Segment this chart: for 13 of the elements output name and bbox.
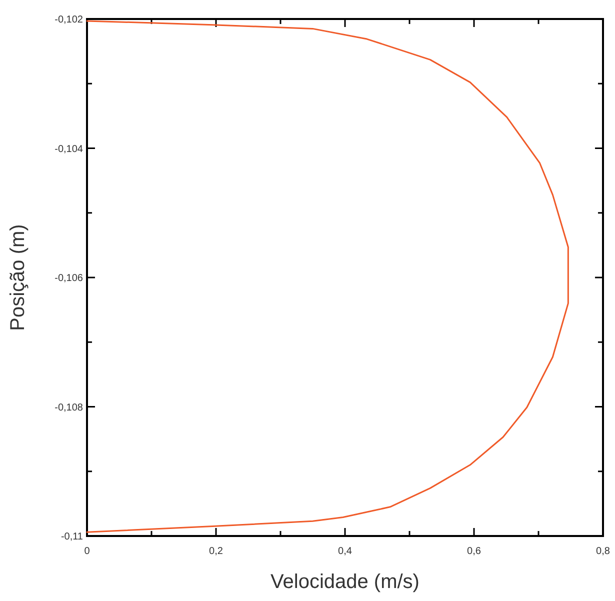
y-axis-title: Posição (m) xyxy=(7,224,29,331)
y-tick-label: -0,106 xyxy=(54,273,84,284)
x-tick-label: 0 xyxy=(84,546,90,557)
y-tick-label: -0,104 xyxy=(54,144,84,155)
y-tick-label: -0,102 xyxy=(54,14,84,26)
x-tick-label: 0,6 xyxy=(467,546,482,557)
x-axis-title: Velocidade (m/s) xyxy=(270,571,420,593)
line-series xyxy=(86,20,569,533)
y-tick-label: -0,11 xyxy=(60,532,84,542)
x-tick-label: 0,8 xyxy=(596,546,610,557)
y-tick-label: -0,108 xyxy=(54,402,84,414)
x-tick-label: 0,4 xyxy=(338,546,352,557)
x-tick-label: 0,2 xyxy=(209,546,224,557)
